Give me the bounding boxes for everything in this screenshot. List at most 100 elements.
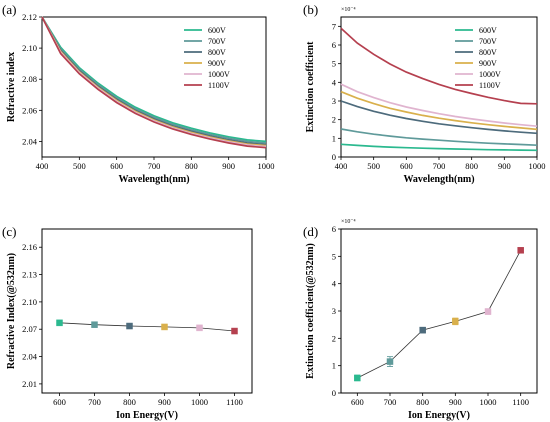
y-tick-label: 1 xyxy=(332,361,336,371)
data-point xyxy=(484,308,492,315)
x-axis-label: Ion Energy(V) xyxy=(116,410,178,421)
x-tick-label: 600 xyxy=(351,397,364,407)
x-tick-label: 1000 xyxy=(258,161,275,171)
y-tick-label: 2.13 xyxy=(22,270,37,280)
legend-label-1100V: 1100V xyxy=(479,81,501,90)
x-tick-label: 800 xyxy=(416,397,429,407)
data-point xyxy=(196,324,203,332)
plot-frame xyxy=(340,16,538,158)
series-line-1100V xyxy=(41,16,267,149)
data-point xyxy=(517,247,524,254)
x-tick-label: 600 xyxy=(110,161,123,171)
x-axis-label: Ion Energy(V) xyxy=(408,410,470,421)
data-point xyxy=(91,321,98,328)
connecting-line xyxy=(357,250,522,379)
legend-label-600V: 600V xyxy=(479,26,497,35)
series-line-1000V xyxy=(340,83,538,128)
axis-multiplier: ×10⁻⁴ xyxy=(341,219,356,225)
y-tick-label: 2.04 xyxy=(22,136,38,146)
series-line-800V xyxy=(41,16,267,146)
y-tick-label: 6 xyxy=(332,224,336,234)
y-tick-label: 4 xyxy=(332,77,337,87)
series-line-700V xyxy=(41,16,267,144)
y-tick-label: 0 xyxy=(332,152,336,162)
x-tick-label: 500 xyxy=(73,161,86,171)
legend-label-600V: 600V xyxy=(208,26,226,35)
plot-frame xyxy=(41,228,253,394)
x-tick-label: 600 xyxy=(400,161,413,171)
x-tick-label: 700 xyxy=(148,161,161,171)
x-tick-label: 800 xyxy=(185,161,198,171)
x-tick-label: 1100 xyxy=(226,397,243,407)
x-tick-label: 1000 xyxy=(529,161,546,171)
x-tick-label: 900 xyxy=(449,397,462,407)
x-tick-label: 1100 xyxy=(512,397,529,407)
y-tick-label: 0 xyxy=(332,388,336,398)
x-axis-label: Wavelength(nm) xyxy=(118,174,189,185)
y-axis-label: Extinction coefficient(@532nm) xyxy=(305,243,316,379)
y-tick-label: 2.08 xyxy=(22,74,37,84)
legend: 600V 700V 800V 900V 1000V 1100V xyxy=(455,26,501,90)
plot-frame xyxy=(340,228,538,394)
y-tick-label: 2.04 xyxy=(22,352,38,362)
legend-label-900V: 900V xyxy=(208,59,226,68)
series-line-700V xyxy=(340,128,538,147)
legend-label-1000V: 1000V xyxy=(479,70,501,79)
data-point xyxy=(419,326,426,334)
series-line-900V xyxy=(41,16,267,147)
y-tick-label: 5 xyxy=(332,251,336,261)
series-group xyxy=(41,16,267,149)
x-tick-label: 500 xyxy=(367,161,380,171)
y-tick-label: 1 xyxy=(332,133,336,143)
panel-label: (b) xyxy=(303,2,318,17)
x-tick-label: 900 xyxy=(158,397,171,407)
x-tick-label: 900 xyxy=(222,161,235,171)
y-tick-label: 4 xyxy=(332,279,337,289)
x-axis-label: Wavelength(nm) xyxy=(403,174,474,185)
data-point xyxy=(231,327,238,335)
y-tick-label: 2 xyxy=(332,115,336,125)
series-group xyxy=(340,27,538,152)
y-axis-label: Refractive Index(@532nm) xyxy=(6,253,17,369)
y-tick-label: 6 xyxy=(332,40,336,50)
y-tick-label: 2.16 xyxy=(22,242,37,252)
series-line-900V xyxy=(340,90,538,131)
legend-label-700V: 700V xyxy=(479,37,497,46)
panel-label: (d) xyxy=(303,224,318,239)
y-tick-label: 3 xyxy=(332,96,336,106)
y-tick-label: 2.10 xyxy=(22,297,37,307)
legend-label-1100V: 1100V xyxy=(208,81,230,90)
x-tick-label: 800 xyxy=(123,397,136,407)
x-tick-label: 400 xyxy=(36,161,49,171)
y-tick-label: 2.10 xyxy=(22,43,37,53)
data-point xyxy=(161,323,168,331)
legend-label-700V: 700V xyxy=(208,37,226,46)
y-tick-label: 2.07 xyxy=(22,324,37,334)
data-point xyxy=(386,358,394,365)
y-tick-label: 2.12 xyxy=(22,12,37,22)
legend: 600V 700V 800V 900V 1000V 1100V xyxy=(184,26,230,90)
legend-label-900V: 900V xyxy=(479,59,497,68)
data-point xyxy=(56,319,63,327)
series-line-800V xyxy=(340,100,538,135)
panel-label: (a) xyxy=(2,2,16,17)
y-tick-label: 2 xyxy=(332,333,336,343)
y-tick-label: 2.06 xyxy=(22,105,37,115)
x-tick-label: 800 xyxy=(465,161,478,171)
series-line-1100V xyxy=(340,27,538,105)
x-tick-label: 700 xyxy=(88,397,101,407)
chart-panel-1: (a) 400 500 600 700 800 900 1000 2.04 2.06 2.08 2.1… xyxy=(2,2,275,185)
axis-multiplier: ×10⁻⁴ xyxy=(341,7,356,13)
y-tick-label: 5 xyxy=(332,59,336,69)
data-point xyxy=(452,318,459,325)
series-line-600V xyxy=(340,143,538,152)
x-tick-label: 400 xyxy=(335,161,348,171)
panel-label: (c) xyxy=(2,224,16,239)
y-axis-label: Refractive index xyxy=(6,52,17,122)
legend-label-1000V: 1000V xyxy=(208,70,230,79)
chart-panel-2: (b) 400 500 600 700 800 900 1000 0 1 2 3 4 5 6 7 Wavelen… xyxy=(303,2,546,185)
connecting-line xyxy=(59,322,235,332)
data-point xyxy=(354,374,361,382)
chart-panel-3: (c) 600 700 800 900 1000 1100 2.01 2.04 2.07 2.10 2… xyxy=(2,224,253,421)
